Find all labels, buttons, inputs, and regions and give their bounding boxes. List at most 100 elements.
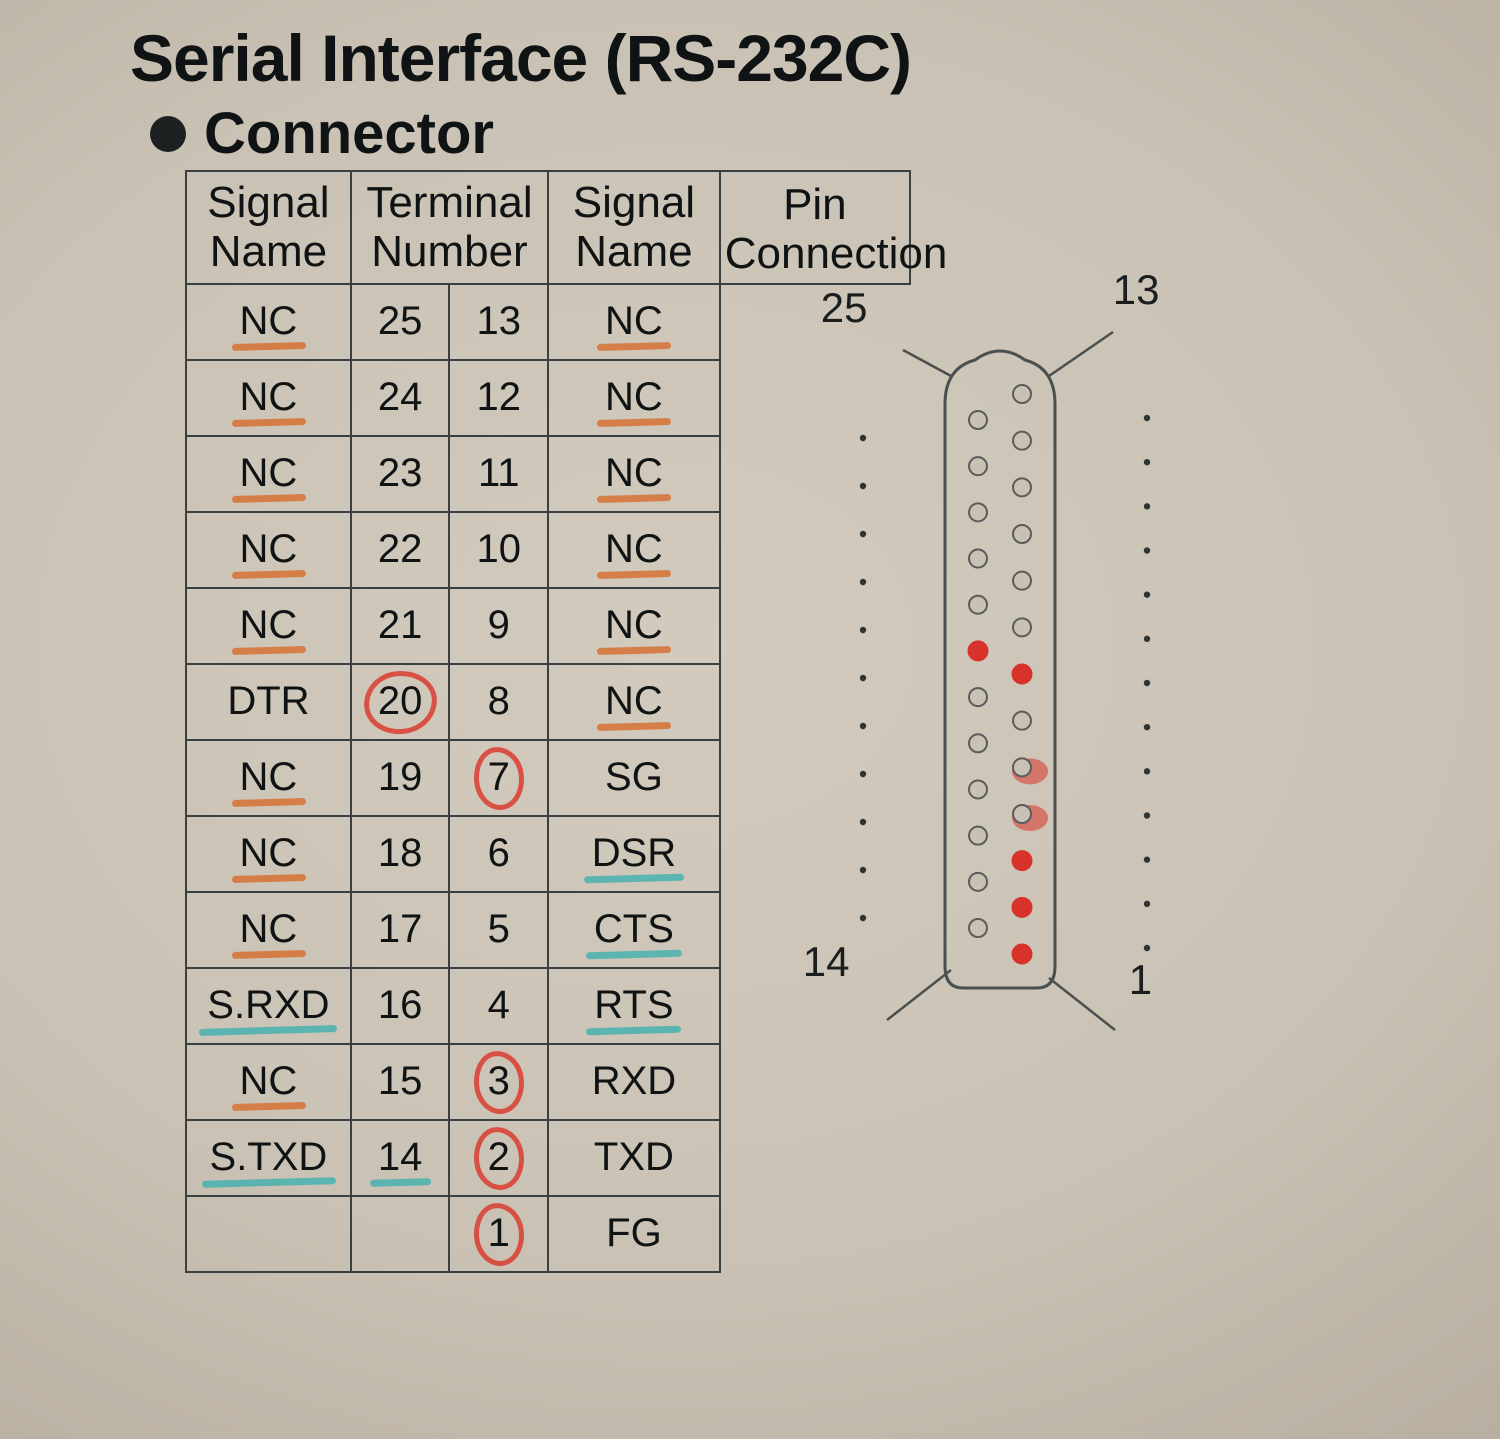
cell-text: TXD [594, 1135, 674, 1179]
teal-underline-mark [370, 1178, 431, 1187]
orange-underline-mark [231, 646, 305, 655]
cell-text: S.TXD [210, 1135, 328, 1179]
table-cell: 21 [351, 588, 450, 664]
table-cell: NC [186, 816, 351, 892]
pin-connection-cell: Pin Connection 25 13 14 1 [720, 171, 910, 284]
table-cell: 10 [449, 512, 548, 588]
table-cell: 17 [351, 892, 450, 968]
pin-connection-label: Pin Connection [725, 180, 905, 279]
table-cell: NC [548, 284, 720, 360]
table-cell: 11 [449, 436, 548, 512]
table-cell: NC [548, 360, 720, 436]
cell-text: NC [240, 1059, 298, 1103]
db25-connector-diagram [745, 278, 1245, 1198]
table-cell: 19 [351, 740, 450, 816]
table-cell: NC [186, 436, 351, 512]
orange-underline-mark [231, 570, 305, 579]
table-cell: S.RXD [186, 968, 351, 1044]
teal-underline-mark [586, 950, 682, 960]
cell-text: NC [240, 375, 298, 419]
teal-underline-mark [586, 1026, 681, 1036]
table-cell: CTS [548, 892, 720, 968]
cell-text: RTS [594, 983, 673, 1027]
cell-text: 5 [488, 907, 510, 951]
cell-text: NC [240, 603, 298, 647]
orange-underline-mark [231, 950, 305, 959]
table-cell: 18 [351, 816, 450, 892]
table-cell [186, 1196, 351, 1272]
cell-text: 1 [488, 1211, 510, 1255]
cell-text: 4 [488, 983, 510, 1027]
orange-underline-mark [231, 418, 305, 427]
table-cell: NC [186, 360, 351, 436]
orange-underline-mark [597, 418, 671, 427]
cell-text: 19 [378, 755, 423, 799]
cell-text: 12 [477, 375, 522, 419]
table-cell: NC [548, 436, 720, 512]
table-cell: NC [186, 588, 351, 664]
table-cell: FG [548, 1196, 720, 1272]
table-row: 1 FG [186, 1196, 910, 1272]
table-cell: NC [186, 512, 351, 588]
bullet-icon [150, 116, 186, 152]
table-cell: S.TXD [186, 1120, 351, 1196]
cell-text: 15 [378, 1059, 423, 1103]
cell-text: NC [240, 527, 298, 571]
orange-underline-mark [597, 722, 671, 731]
table-cell: NC [548, 664, 720, 740]
col-header-signal-right: SignalName [548, 171, 720, 284]
table-cell: NC [186, 1044, 351, 1120]
cell-text: NC [240, 299, 298, 343]
pin-table: SignalName TerminalNumber SignalName Pin… [185, 170, 911, 1273]
table-cell: 3 [449, 1044, 548, 1120]
cell-text: NC [240, 755, 298, 799]
corner-25: 25 [821, 284, 868, 331]
col-header-terminal: TerminalNumber [351, 171, 548, 284]
cell-text: NC [240, 831, 298, 875]
cell-text: 6 [488, 831, 510, 875]
cell-text: S.RXD [207, 983, 329, 1027]
orange-underline-mark [597, 570, 671, 579]
teal-underline-mark [584, 874, 685, 884]
cell-text: NC [605, 679, 663, 723]
cell-text: SG [605, 755, 663, 799]
cell-text: 20 [378, 679, 423, 723]
table-cell: 23 [351, 436, 450, 512]
subtitle-text: Connector [204, 100, 494, 167]
orange-underline-mark [597, 342, 671, 351]
cell-text: RXD [592, 1059, 676, 1103]
table-cell: 12 [449, 360, 548, 436]
cell-text: DSR [592, 831, 676, 875]
orange-underline-mark [231, 798, 305, 807]
cell-text: CTS [594, 907, 674, 951]
cell-text: 18 [378, 831, 423, 875]
cell-text: NC [605, 451, 663, 495]
table-cell: 8 [449, 664, 548, 740]
cell-text: 24 [378, 375, 423, 419]
page-subtitle: Connector [130, 100, 911, 167]
table-cell: 22 [351, 512, 450, 588]
col-header-signal-left: SignalName [186, 171, 351, 284]
cell-text: FG [606, 1211, 662, 1255]
table-cell: 25 [351, 284, 450, 360]
cell-text: 8 [488, 679, 510, 723]
cell-text: 14 [378, 1135, 423, 1179]
orange-underline-mark [231, 342, 305, 351]
table-cell: 14 [351, 1120, 450, 1196]
table-cell: 13 [449, 284, 548, 360]
cell-text: 2 [488, 1135, 510, 1179]
cell-text: 23 [378, 451, 423, 495]
table-cell: 2 [449, 1120, 548, 1196]
table-cell: 1 [449, 1196, 548, 1272]
cell-text: 11 [478, 451, 520, 495]
table-cell: 24 [351, 360, 450, 436]
cell-text: 10 [477, 527, 522, 571]
corner-1: 1 [1129, 956, 1152, 1003]
table-cell: 9 [449, 588, 548, 664]
cell-text: 9 [488, 603, 510, 647]
cell-text: 13 [477, 299, 522, 343]
cell-text: NC [605, 299, 663, 343]
table-cell: DTR [186, 664, 351, 740]
cell-text: 17 [378, 907, 423, 951]
orange-underline-mark [597, 646, 671, 655]
